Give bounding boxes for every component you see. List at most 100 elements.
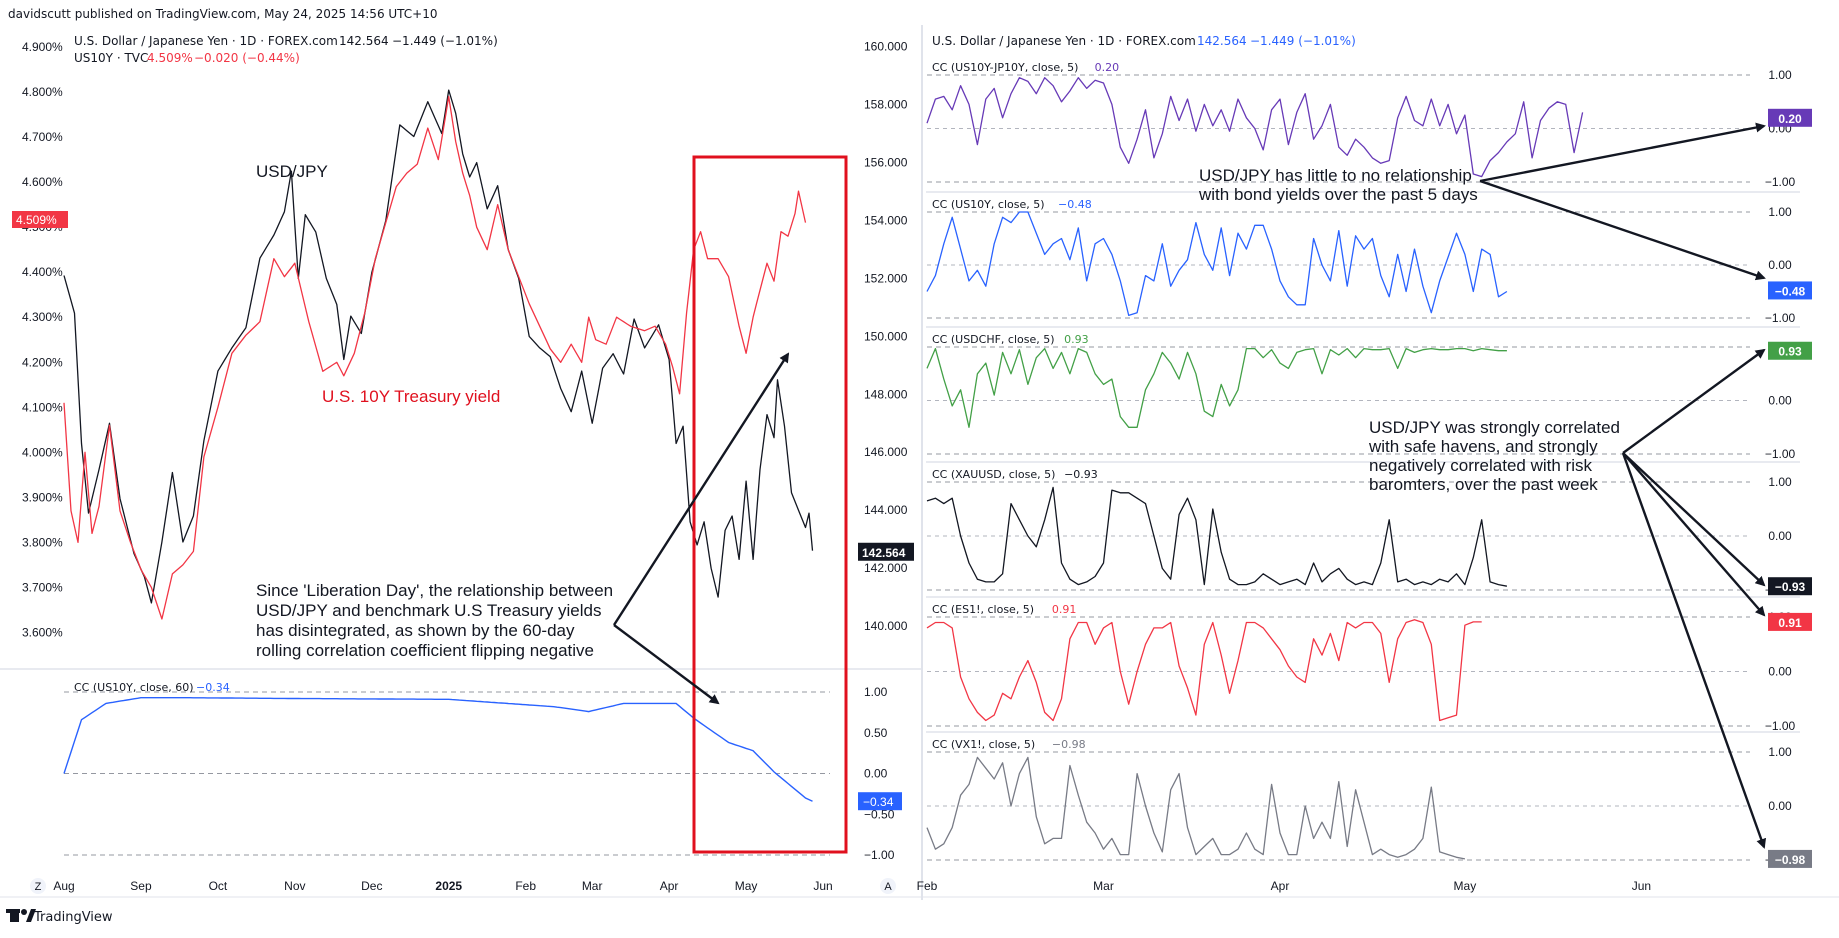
cc5-series-line	[926, 756, 1466, 860]
cc5-axis-tick: 0.00	[1768, 394, 1792, 408]
cc60-axis-tick: 1.00	[864, 685, 888, 699]
cc5-last-label-bg	[1768, 577, 1812, 596]
safe-line-4: baromters, over the past week	[1369, 475, 1598, 494]
safe-line-1: USD/JPY was strongly correlated	[1369, 418, 1620, 437]
right-axis-tick: 146.000	[864, 445, 908, 459]
x-axis-tick: Sep	[130, 879, 152, 893]
left-axis-tick: 3.900%	[22, 490, 63, 504]
cc5-last-label: −0.48	[1775, 284, 1806, 298]
x-axis-tick: 2025	[435, 879, 462, 893]
liberation-day-annotation: Since 'Liberation Day', the relationship…	[256, 581, 613, 660]
x-axis-tick: Jun	[813, 879, 832, 893]
right-legend-price: 142.564	[1197, 34, 1247, 48]
x-axis-tick: Mar	[582, 879, 603, 893]
cc5-legend-value: −0.98	[1052, 738, 1086, 751]
usdjpy-last-label-bg	[858, 542, 914, 561]
right-axis-tick: 152.000	[864, 271, 908, 285]
cc5-last-label: 0.20	[1778, 112, 1802, 126]
cc5-last-label-bg	[1768, 108, 1812, 127]
cc5-legend-value: −0.48	[1058, 198, 1092, 211]
cc5-last-label-bg	[1768, 281, 1812, 300]
right-legend-change: −1.449 (−1.01%)	[1250, 34, 1356, 48]
left-axis-tick: 3.700%	[22, 580, 63, 594]
right-axis-tick: 150.000	[864, 329, 908, 343]
cc5-legend: CC (ES1!, close, 5)	[932, 603, 1034, 616]
cc5-legend: CC (US10Y, close, 5)	[932, 198, 1045, 211]
cc5-legend-value: 0.93	[1064, 333, 1089, 346]
series-usdjpy-line	[63, 89, 814, 604]
cc5-series-line	[926, 619, 1482, 722]
left-axis-tick: 4.100%	[22, 400, 63, 414]
right-axis-tick: 144.000	[864, 503, 908, 517]
liberation-day-highlight-box	[692, 155, 848, 854]
left-axis-tick: 4.300%	[22, 310, 63, 324]
liberation-line-1: Since 'Liberation Day', the relationship…	[256, 581, 613, 600]
cc5-last-label: −0.93	[1775, 580, 1806, 594]
x-axis-tick: May	[735, 879, 758, 893]
bond-line-2: with bond yields over the past 5 days	[1198, 185, 1478, 204]
scale-z-button[interactable]: Z	[30, 878, 46, 894]
cc60-last-label-bg	[858, 792, 902, 811]
scale-z-label: Z	[35, 881, 42, 893]
series-us10y-yield-line	[63, 95, 807, 620]
cc5-axis-tick: 0.00	[1768, 529, 1792, 543]
left-axis-tick: 3.800%	[22, 535, 63, 549]
cc5-last-label: −0.98	[1775, 853, 1806, 867]
cc5-legend-value: −0.93	[1064, 468, 1098, 481]
cc60-axis-tick: 0.00	[864, 767, 888, 781]
yield-legend-symbol: US10Y · TVC	[74, 51, 148, 65]
yield-last-label-bg	[12, 211, 68, 228]
cc60-legend-value: −0.34	[196, 681, 230, 694]
safe-haven-annotation: USD/JPY was strongly correlated with saf…	[1368, 418, 1620, 494]
liberation-line-4: rolling correlation coefficient flipping…	[256, 641, 594, 660]
arrow-to-es-cc	[1622, 452, 1766, 617]
right-x-axis-tick: Mar	[1093, 879, 1114, 893]
left-axis-tick: 4.600%	[22, 175, 63, 189]
right-x-axis-tick: Feb	[917, 879, 938, 893]
cc5-legend: CC (VX1!, close, 5)	[932, 738, 1035, 751]
cc60-axis-tick: −0.50	[864, 807, 895, 821]
x-axis-tick: Apr	[660, 879, 679, 893]
cc5-axis-tick: 0.00	[1768, 258, 1792, 272]
left-axis-tick: 4.800%	[22, 85, 63, 99]
x-axis-tick: Nov	[284, 879, 305, 893]
right-axis-tick: 156.000	[864, 156, 908, 170]
cc5-axis-tick: −1.00	[1765, 447, 1796, 461]
cc5-series-line	[926, 211, 1508, 317]
right-axis-tick: 148.000	[864, 387, 908, 401]
publisher-line: davidscutt published on TradingView.com,…	[8, 7, 438, 21]
x-axis-tick: Feb	[515, 879, 536, 893]
arrow-to-vx-cc	[1621, 452, 1767, 849]
bond-line-1: USD/JPY has little to no relationship	[1199, 166, 1472, 185]
liberation-line-2: USD/JPY and benchmark U.S Treasury yield…	[256, 601, 602, 620]
cc5-series-line	[926, 486, 1508, 587]
left-legend-symbol: U.S. Dollar / Japanese Yen · 1D · FOREX.…	[74, 34, 338, 48]
cc5-axis-tick: 1.00	[1768, 475, 1792, 489]
cc5-last-label-bg	[1768, 849, 1812, 868]
cc5-last-label-bg	[1768, 341, 1812, 360]
x-axis-tick: Aug	[53, 879, 74, 893]
cc60-line	[63, 697, 813, 802]
left-axis-tick: 4.200%	[22, 355, 63, 369]
yield-legend-change: −0.020 (−0.44%)	[194, 51, 300, 65]
usdjpy-last-label: 142.564	[862, 546, 906, 560]
cc5-legend: CC (USDCHF, close, 5)	[932, 333, 1055, 346]
arrow-to-us10y-jp10y-cc	[1479, 122, 1766, 183]
cc5-series-line	[926, 347, 1507, 428]
cc5-series-line	[926, 77, 1584, 178]
cc5-legend-value: 0.20	[1095, 61, 1120, 74]
left-axis-tick: 3.600%	[22, 625, 63, 639]
left-legend: U.S. Dollar / Japanese Yen · 1D · FOREX.…	[74, 34, 498, 65]
yield-legend-price: 4.509%	[147, 51, 193, 65]
cc60-axis-tick: −1.00	[864, 848, 895, 862]
cc5-axis-tick: 1.00	[1768, 68, 1792, 82]
auto-scale-button[interactable]: A	[880, 878, 896, 894]
right-axis-tick: 154.000	[864, 213, 908, 227]
cc5-axis-tick: −1.00	[1765, 175, 1796, 189]
cc60-axis-tick: 0.50	[864, 726, 888, 740]
cc5-last-label: 0.91	[1778, 616, 1802, 630]
cc5-legend: CC (XAUUSD, close, 5)	[932, 468, 1055, 481]
left-axis-tick: 4.000%	[22, 445, 63, 459]
